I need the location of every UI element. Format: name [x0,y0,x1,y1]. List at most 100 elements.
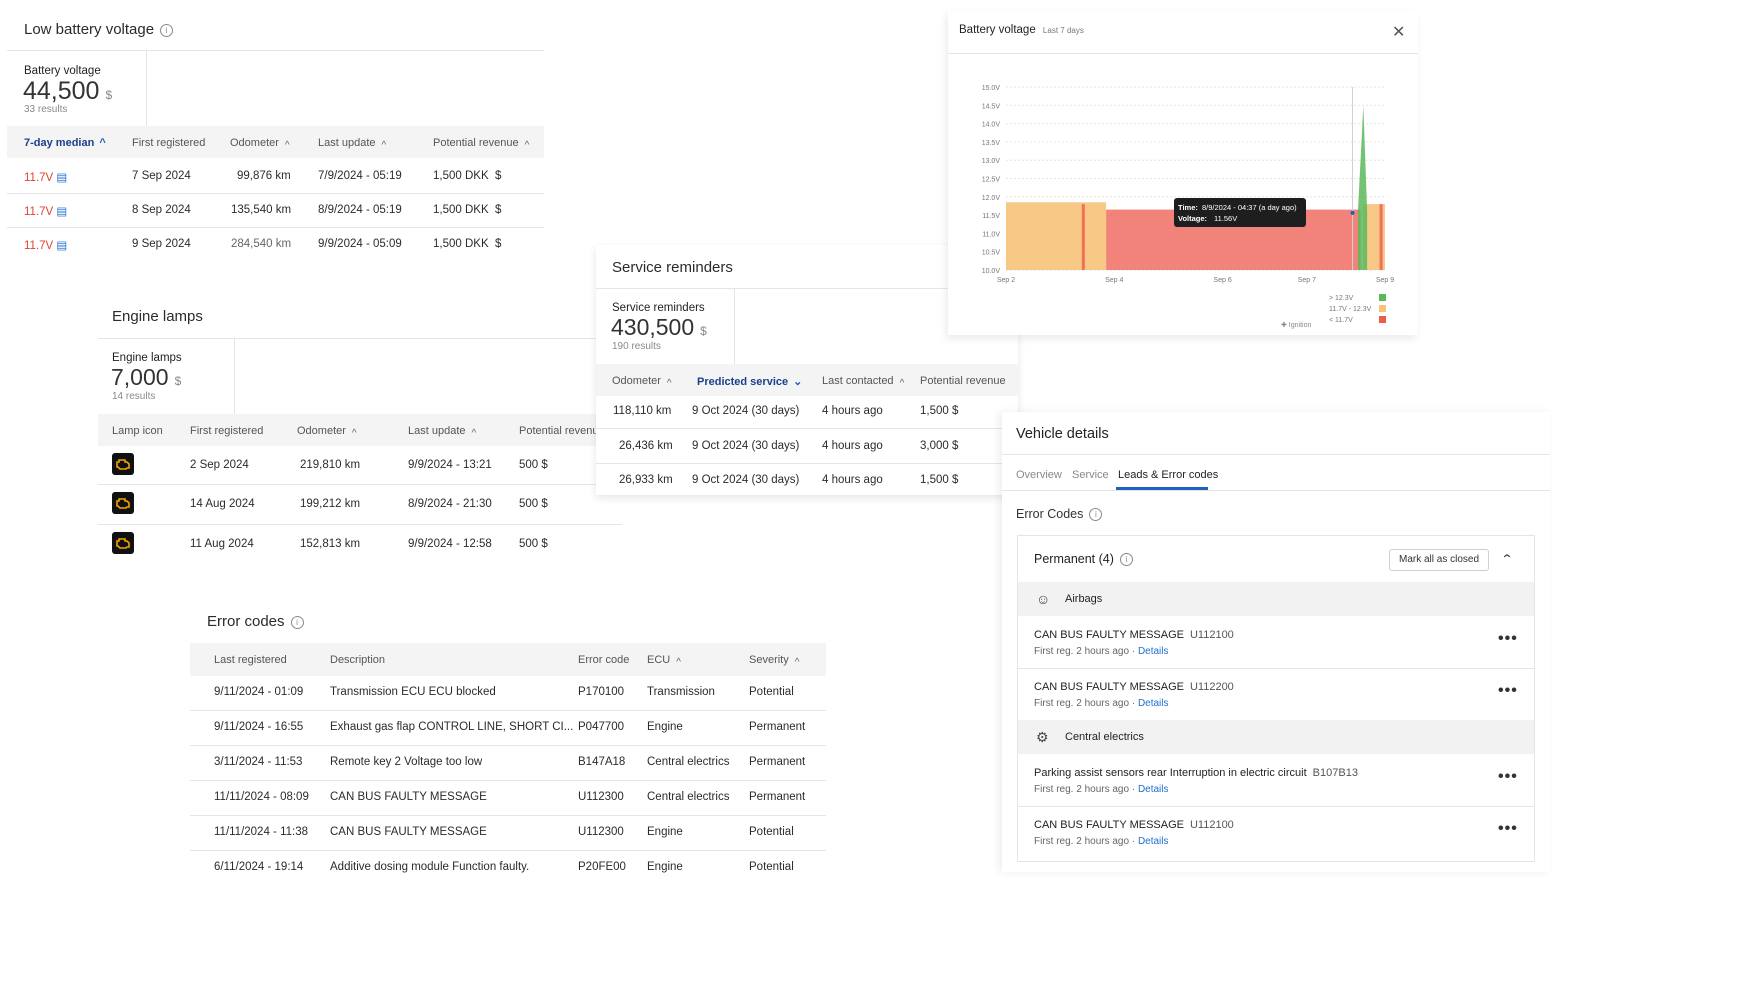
details-link[interactable]: Details [1137,836,1169,847]
more-options-icon[interactable]: ••• [1498,820,1518,837]
info-icon[interactable]: i [160,23,174,37]
y-tick-label: 13.0V [982,158,1001,165]
battery-chart-panel: Battery voltage Last 7 days ✕ 15.0V 14.5V… [948,10,1418,335]
error-title: CAN BUS FAULTY MESSAGE [1034,629,1184,641]
details-link[interactable]: Details [1137,646,1169,657]
col-description[interactable]: Description [330,654,386,666]
first-registered: 9 Sep 2024 [132,238,191,250]
stat-label: Battery voltage [24,65,101,77]
col-last-update[interactable]: Last update [408,425,466,437]
error-meta: First reg. 2 hours ago · [1034,646,1138,657]
odometer: 152,813 km [300,538,361,550]
last-update: 9/9/2024 - 05:09 [318,238,402,250]
col-last-registered[interactable]: Last registered [214,654,287,666]
details-link[interactable]: Details [1137,698,1169,709]
ecu: Central electrics [647,756,730,768]
col-odometer[interactable]: Odometer [612,375,661,387]
legend-label: < 11.7V [1329,317,1353,324]
col-ecu[interactable]: ECU [647,654,671,666]
error-meta: First reg. 2 hours ago · [1034,784,1138,795]
odometer: 135,540 km [231,204,292,216]
y-tick-label: 12.0V [982,195,1001,202]
last-registered: 11/11/2024 - 08:09 [214,791,309,803]
col-severity[interactable]: Severity [749,654,789,666]
error-meta: First reg. 2 hours ago · [1034,836,1138,847]
tab-leads-error-codes[interactable]: Leads & Error codes [1118,469,1219,481]
odometer: 219,810 km [300,459,361,471]
median-value: 11.7V [24,206,54,218]
stat-sub: 33 results [24,104,68,115]
predicted-service: 9 Oct 2024 (30 days) [692,405,800,417]
y-tick-label: 12.5V [982,177,1001,184]
vehicle-details-panel: Vehicle details Overview Service Leads &… [1002,412,1550,872]
last-update: 9/9/2024 - 12:58 [408,538,492,550]
error-item[interactable]: CAN BUS FAULTY MESSAGE U112100 First reg. … [1018,806,1534,858]
more-options-icon[interactable]: ••• [1498,682,1518,699]
details-link[interactable]: Details [1137,784,1169,795]
last-contacted: 4 hours ago [822,440,883,452]
last-update: 8/9/2024 - 21:30 [408,498,492,510]
info-icon[interactable]: i [290,615,304,629]
row-divider [190,745,826,746]
error-item[interactable]: Parking assist sensors rear Interruption… [1018,754,1534,806]
error-code: U112300 [578,791,624,803]
revenue: 1,500 DKK [433,238,489,250]
more-options-icon[interactable]: ••• [1498,630,1518,647]
category-name: Central electrics [1065,731,1144,743]
error-item[interactable]: CAN BUS FAULTY MESSAGE U112200 First reg. … [1018,668,1534,720]
col-odometer[interactable]: Odometer [297,425,346,437]
y-tick-label: 13.5V [982,140,1001,147]
revenue: 500 $ [519,459,548,471]
stat-value: 7,000 [111,364,169,390]
odometer: 99,876 km [237,170,291,182]
error-code: B147A18 [578,756,626,768]
chart-icon[interactable]: ▤ [56,206,68,218]
col-potential-revenue[interactable]: Potential revenue [433,137,519,149]
error-meta-line: First reg. 2 hours ago · Details [1034,784,1169,795]
collapse-chevron-icon[interactable]: ⌃ [1500,552,1514,566]
chart-icon[interactable]: ▤ [56,172,68,184]
first-registered: 7 Sep 2024 [132,170,191,182]
close-icon[interactable]: ✕ [1392,24,1406,41]
col-lamp-icon[interactable]: Lamp icon [112,425,163,437]
col-odometer[interactable]: Odometer [230,137,279,149]
col-error-code[interactable]: Error code [578,654,630,666]
last-registered: 9/11/2024 - 16:55 [214,721,304,733]
error-title-line: CAN BUS FAULTY MESSAGE U112100 [1034,629,1234,641]
legend-label: > 12.3V [1329,295,1354,302]
x-tick-label: Sep 4 [1105,277,1123,284]
y-tick-label: 10.0V [982,268,1001,275]
tab-overview[interactable]: Overview [1016,469,1062,481]
error-item[interactable]: CAN BUS FAULTY MESSAGE U112100 First reg. … [1018,616,1534,668]
severity: Potential [749,686,794,698]
row-divider [1018,668,1534,669]
median-value: 11.7V [24,172,54,184]
tab-service[interactable]: Service [1072,469,1109,481]
chart-icon[interactable]: ▤ [56,240,68,252]
col-median[interactable]: 7-day median [24,137,95,149]
col-last-update[interactable]: Last update [318,137,376,149]
stat-unit: $ [105,88,113,102]
error-codes-title: Error codes [207,613,285,630]
engine-lamps-title: Engine lamps [112,308,203,325]
description: CAN BUS FAULTY MESSAGE [330,791,487,803]
info-icon[interactable]: i [1119,553,1133,567]
more-options-icon[interactable]: ••• [1498,768,1518,785]
col-potential-revenue[interactable]: Potential revenue [519,425,605,437]
y-tick-label: 11.5V [982,213,1000,220]
y-tick-label: 15.0V [982,85,1001,92]
info-icon[interactable]: i [1089,508,1103,522]
error-title-line: CAN BUS FAULTY MESSAGE U112100 [1034,819,1234,831]
airbag-icon: ☺ [1036,591,1051,607]
stat-value: 430,500 [611,314,695,340]
col-first-registered[interactable]: First registered [190,425,264,437]
description: Additive dosing module Function faulty. [330,861,530,873]
col-potential-revenue[interactable]: Potential revenue [920,375,1006,387]
severity: Potential [749,826,794,838]
ecu: Central electrics [647,791,730,803]
engine-lamp-icon [112,453,134,475]
col-predicted-service[interactable]: Predicted service [697,376,789,388]
mark-all-closed-button[interactable]: Mark all as closed [1389,549,1489,571]
col-first-registered[interactable]: First registered [132,137,206,149]
col-last-contacted[interactable]: Last contacted [822,375,894,387]
